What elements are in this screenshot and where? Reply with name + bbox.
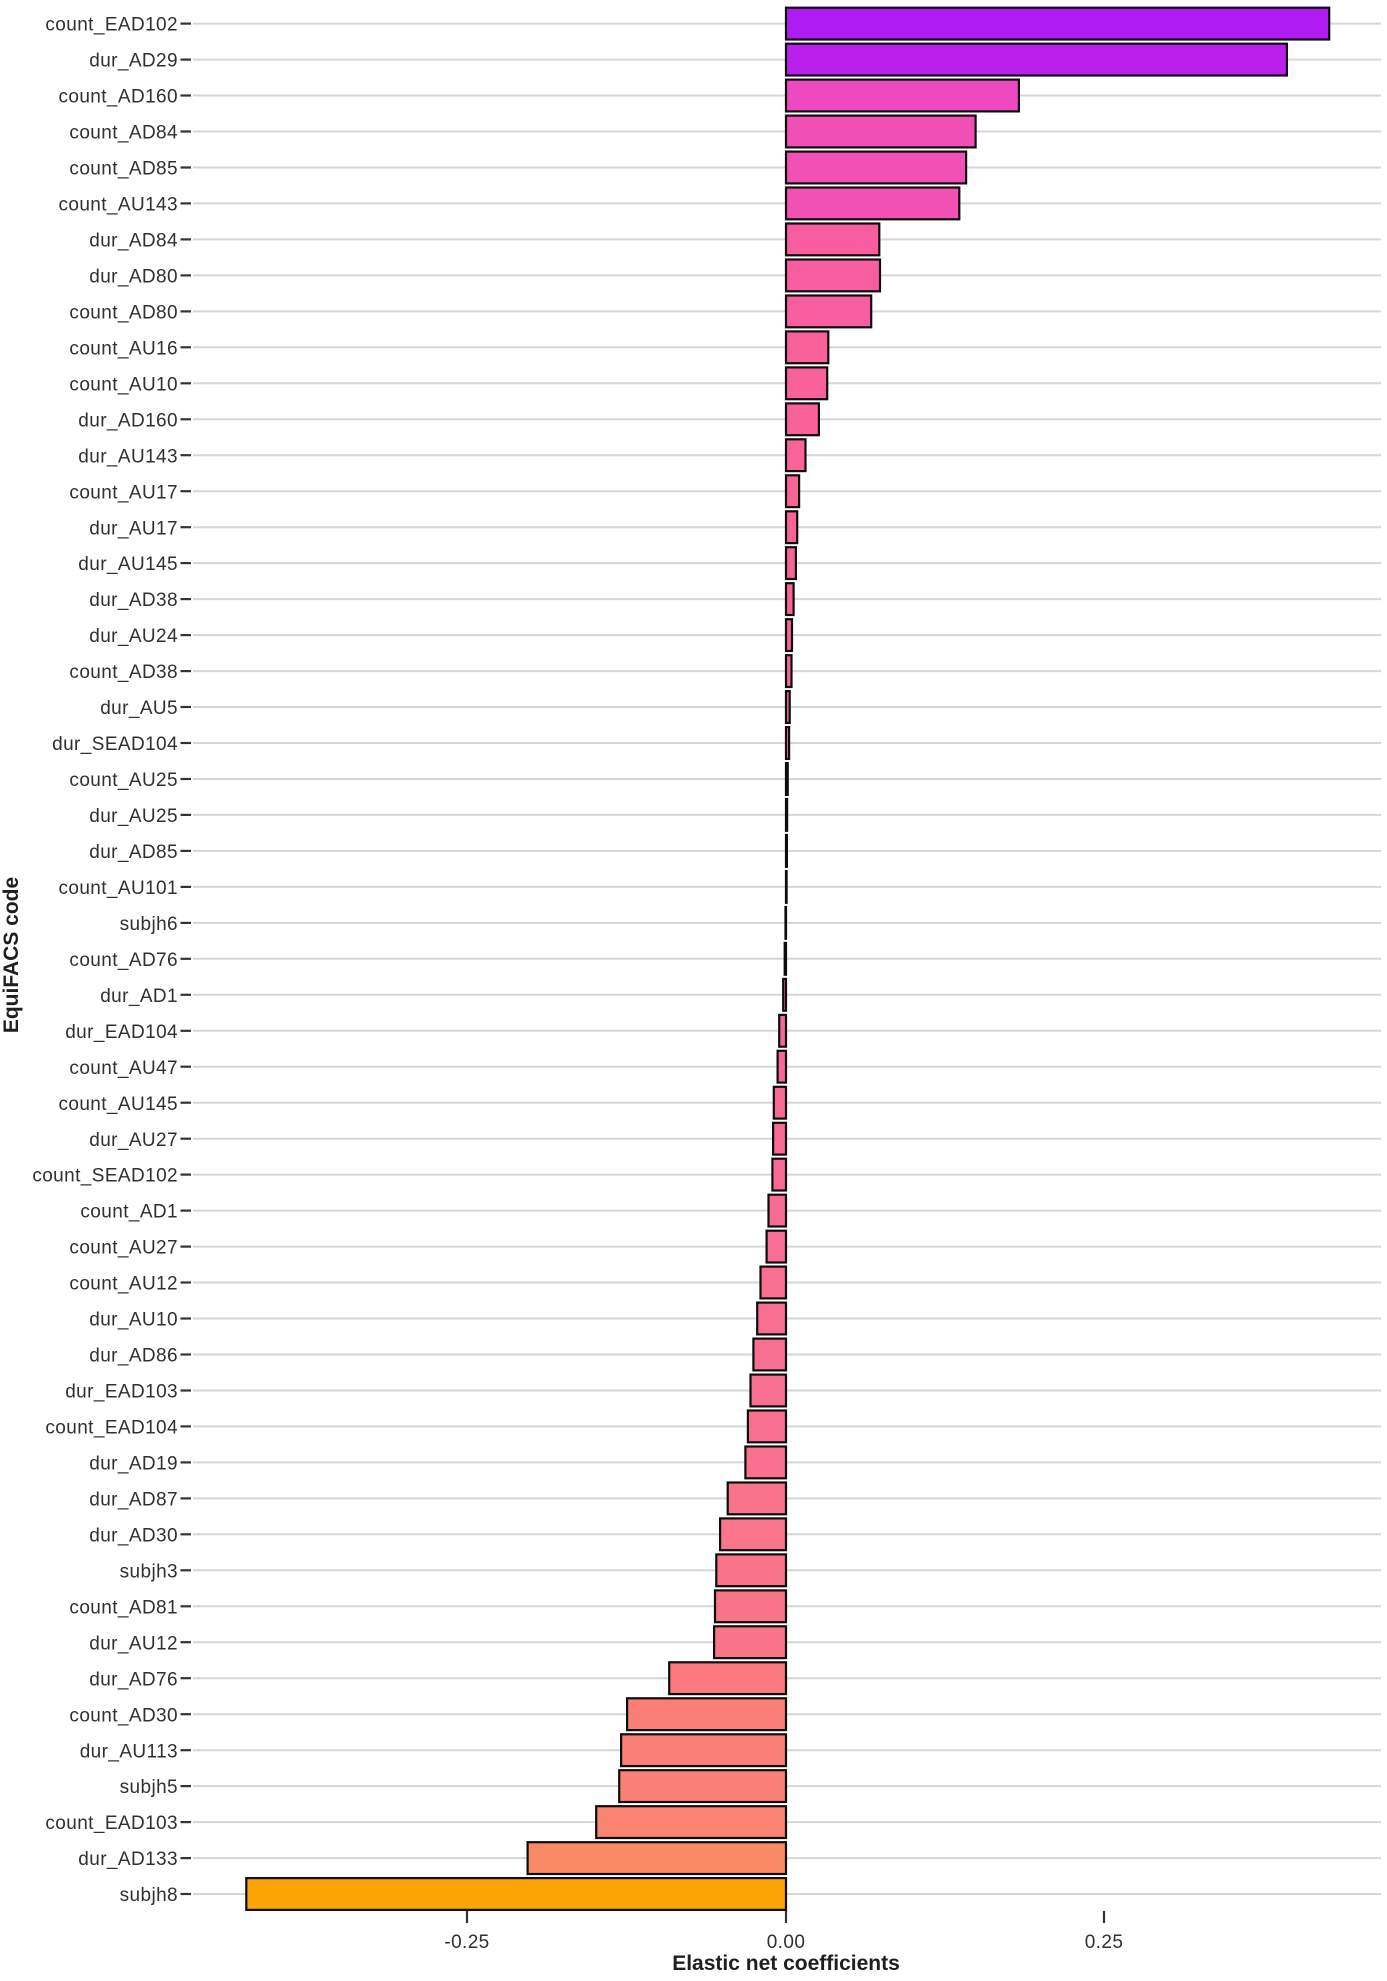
- svg-text:count_AU101: count_AU101: [58, 878, 178, 899]
- svg-text:count_AD38: count_AD38: [69, 662, 178, 683]
- svg-text:dur_AD84: dur_AD84: [89, 231, 178, 252]
- svg-text:dur_AD1: dur_AD1: [100, 986, 178, 1007]
- svg-text:dur_AU27: dur_AU27: [89, 1130, 178, 1151]
- svg-text:count_AD84: count_AD84: [69, 123, 178, 144]
- svg-text:subjh6: subjh6: [120, 914, 178, 935]
- svg-text:dur_AD30: dur_AD30: [89, 1525, 178, 1546]
- svg-text:dur_AU12: dur_AU12: [89, 1633, 178, 1654]
- svg-text:count_AD81: count_AD81: [69, 1597, 178, 1618]
- svg-text:count_AU25: count_AU25: [69, 770, 178, 791]
- svg-text:count_AD85: count_AD85: [69, 159, 178, 180]
- svg-text:dur_AD85: dur_AD85: [89, 842, 178, 863]
- svg-text:dur_AU143: dur_AU143: [78, 446, 178, 467]
- svg-text:count_AD160: count_AD160: [58, 87, 178, 108]
- svg-text:dur_AD86: dur_AD86: [89, 1346, 178, 1367]
- svg-text:subjh8: subjh8: [120, 1885, 178, 1906]
- svg-text:0.00: 0.00: [767, 1932, 806, 1953]
- svg-text:-0.25: -0.25: [444, 1932, 489, 1953]
- svg-text:dur_AU25: dur_AU25: [89, 806, 178, 827]
- svg-text:dur_EAD104: dur_EAD104: [65, 1022, 178, 1043]
- svg-text:count_AU27: count_AU27: [69, 1238, 178, 1259]
- svg-text:dur_AD160: dur_AD160: [78, 410, 178, 431]
- svg-text:dur_AU10: dur_AU10: [89, 1310, 178, 1331]
- svg-text:dur_AD80: dur_AD80: [89, 267, 178, 288]
- svg-text:dur_AU24: dur_AU24: [89, 626, 178, 647]
- svg-text:dur_AD133: dur_AD133: [78, 1849, 178, 1870]
- svg-text:count_EAD104: count_EAD104: [45, 1418, 178, 1439]
- svg-text:dur_AD19: dur_AD19: [89, 1454, 178, 1475]
- svg-text:dur_AU17: dur_AU17: [89, 518, 178, 539]
- svg-text:count_AU145: count_AU145: [58, 1094, 178, 1115]
- svg-text:dur_AD38: dur_AD38: [89, 590, 178, 611]
- svg-text:dur_SEAD104: dur_SEAD104: [52, 734, 178, 755]
- svg-text:count_AU17: count_AU17: [69, 482, 178, 503]
- svg-text:dur_AD76: dur_AD76: [89, 1669, 178, 1690]
- svg-text:count_AD30: count_AD30: [69, 1705, 178, 1726]
- svg-text:count_AU16: count_AU16: [69, 338, 178, 359]
- svg-text:count_AU10: count_AU10: [69, 374, 178, 395]
- svg-text:count_AD1: count_AD1: [80, 1202, 178, 1223]
- svg-text:count_SEAD102: count_SEAD102: [32, 1166, 178, 1187]
- svg-text:dur_AU5: dur_AU5: [100, 698, 178, 719]
- svg-text:Elastic net coefficients: Elastic net coefficients: [672, 1952, 900, 1975]
- svg-text:0.25: 0.25: [1085, 1932, 1124, 1953]
- svg-text:dur_AU113: dur_AU113: [80, 1741, 178, 1762]
- svg-text:subjh5: subjh5: [120, 1777, 178, 1798]
- svg-text:dur_EAD103: dur_EAD103: [65, 1382, 178, 1403]
- svg-text:count_EAD102: count_EAD102: [45, 15, 178, 36]
- svg-text:dur_AD87: dur_AD87: [89, 1490, 178, 1511]
- svg-text:count_AU47: count_AU47: [69, 1058, 178, 1079]
- svg-text:dur_AD29: dur_AD29: [89, 51, 178, 72]
- svg-text:count_AU143: count_AU143: [58, 195, 178, 216]
- svg-text:count_AD76: count_AD76: [69, 950, 178, 971]
- svg-text:dur_AU145: dur_AU145: [78, 554, 178, 575]
- svg-text:count_AU12: count_AU12: [69, 1274, 178, 1295]
- svg-text:count_AD80: count_AD80: [69, 303, 178, 324]
- svg-text:subjh3: subjh3: [120, 1561, 178, 1582]
- svg-text:count_EAD103: count_EAD103: [45, 1813, 178, 1834]
- svg-text:EquiFACS code: EquiFACS code: [0, 877, 23, 1033]
